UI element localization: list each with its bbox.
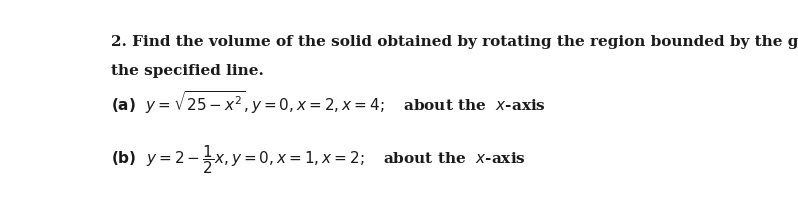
Text: the specified line.: the specified line. xyxy=(111,64,264,78)
Text: $\mathbf{(b)}$  $y=2-\dfrac{1}{2}x,y=0,x=1,x=2;$   about the  $x$-axis: $\mathbf{(b)}$ $y=2-\dfrac{1}{2}x,y=0,x=… xyxy=(111,143,526,176)
Text: $\mathbf{(a)}$  $y=\sqrt{25-x^2},y=0,x=2,x=4;$   about the  $x$-axis: $\mathbf{(a)}$ $y=\sqrt{25-x^2},y=0,x=2,… xyxy=(111,89,546,116)
Text: 2. Find the volume of the solid obtained by rotating the region bounded by the g: 2. Find the volume of the solid obtained… xyxy=(111,35,798,49)
